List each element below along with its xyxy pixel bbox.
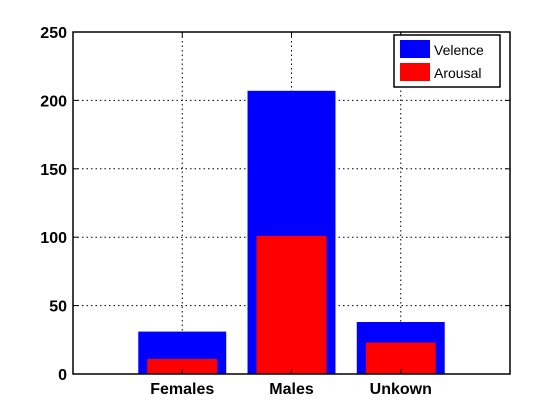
y-tick-label: 50: [49, 299, 67, 316]
y-tick-label: 0: [58, 367, 67, 384]
bars: [138, 90, 445, 374]
y-axis: 0 50 100 150 200 250: [40, 25, 510, 384]
bar-arousal-females: [147, 358, 218, 374]
y-tick-label: 100: [40, 230, 67, 247]
legend-swatch-arousal: [400, 63, 430, 81]
legend-label-velence: Velence: [434, 42, 484, 58]
y-tick-label: 150: [40, 162, 67, 179]
x-tick-label: Females: [150, 381, 214, 398]
legend-label-arousal: Arousal: [434, 65, 481, 81]
bar-arousal-males: [256, 235, 327, 374]
x-tick-label: Males: [269, 381, 314, 398]
x-axis: Females Males Unkown: [150, 32, 432, 398]
x-tick-label: Unkown: [370, 381, 432, 398]
legend: Velence Arousal: [393, 34, 501, 88]
bar-arousal-unkown: [365, 342, 436, 374]
legend-swatch-velence: [400, 40, 430, 58]
y-tick-label: 250: [40, 25, 67, 42]
y-tick-label: 200: [40, 93, 67, 110]
